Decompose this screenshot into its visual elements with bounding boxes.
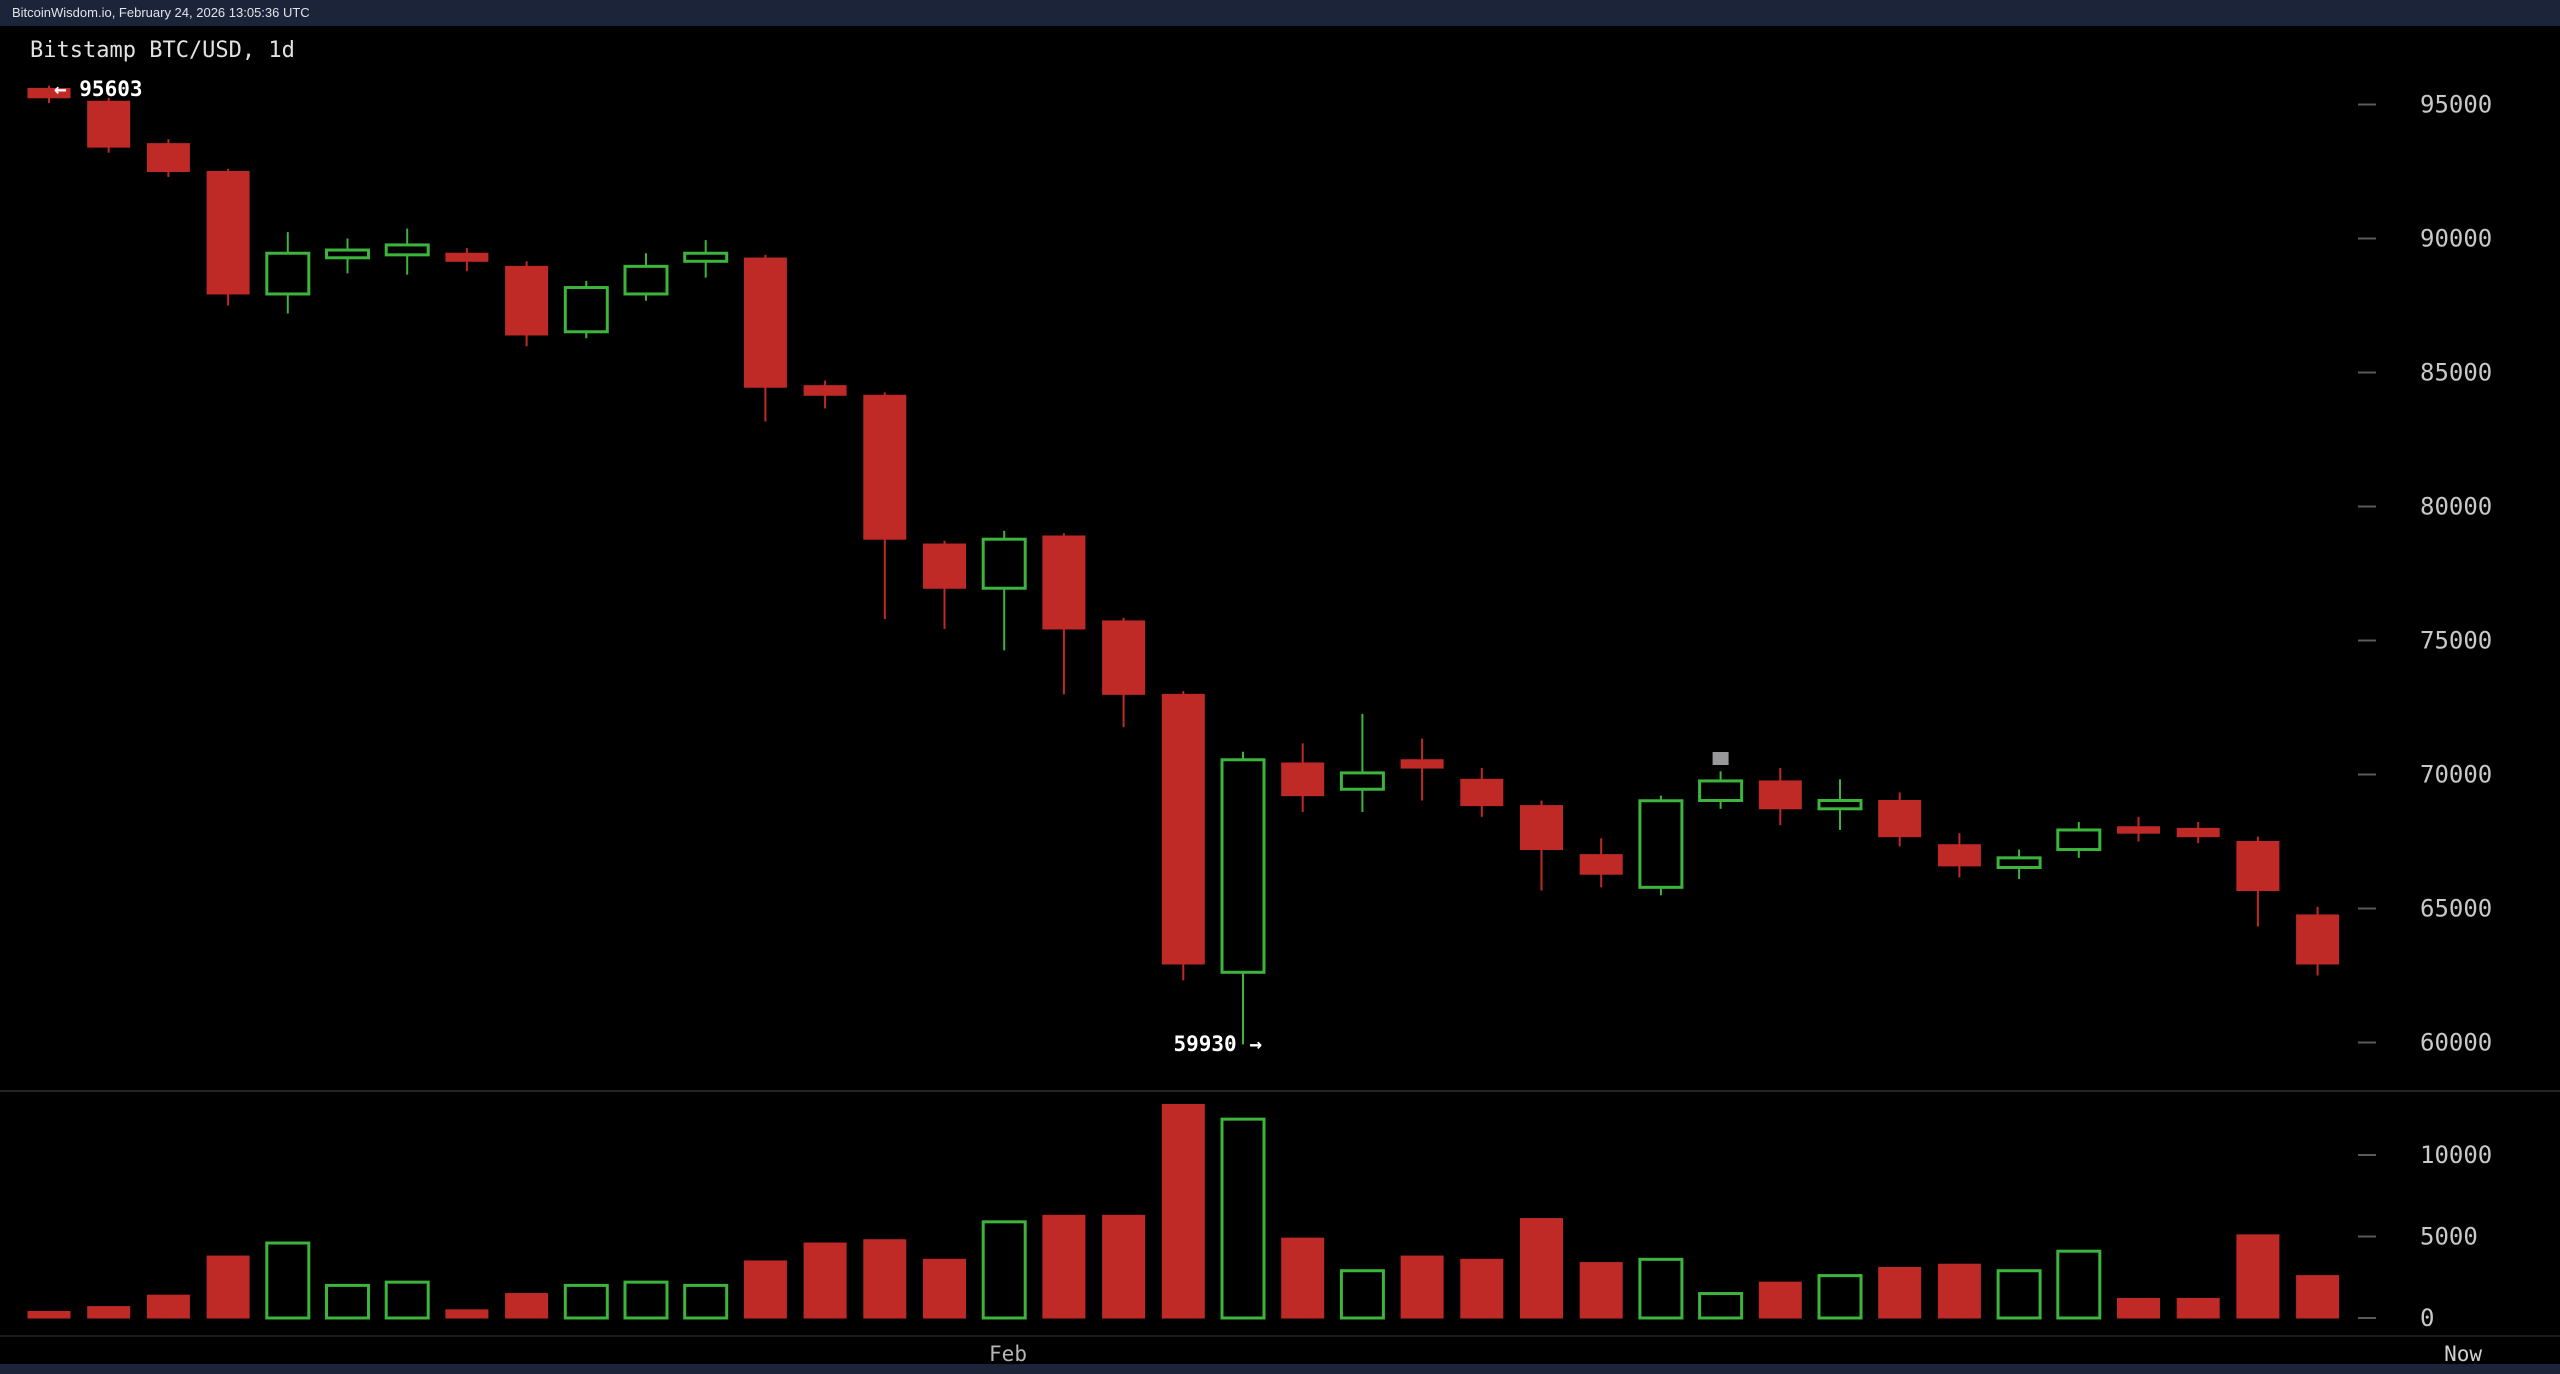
candle-body [2296, 914, 2340, 965]
volume-bar [981, 1220, 1027, 1320]
candle-body [1220, 758, 1266, 974]
candle-body [1400, 759, 1444, 769]
candle-body [87, 100, 131, 148]
price-tick-label: 95000 [2420, 91, 2492, 119]
volume-bar [445, 1309, 489, 1319]
candle-body [265, 251, 311, 296]
high-price-annotation: ← 95603 [54, 77, 143, 101]
candle-body [863, 394, 907, 540]
candle-body [563, 286, 609, 334]
price-tick-label: 60000 [2420, 1029, 2492, 1057]
volume-bar [803, 1242, 847, 1319]
cursor-marker [1712, 752, 1729, 765]
candle-body [1339, 771, 1385, 791]
price-tick-label: 85000 [2420, 359, 2492, 387]
volume-bar [1878, 1266, 1922, 1319]
candle-body [1281, 762, 1325, 797]
candle-body [445, 252, 489, 262]
header-timestamp-text: BitcoinWisdom.io, February 24, 2026 13:0… [12, 5, 310, 20]
candle-body [27, 87, 71, 99]
volume-bar [2236, 1234, 2280, 1319]
candle-body [206, 171, 250, 295]
candle-body [2176, 827, 2220, 838]
low-price-annotation: 59930 → [1173, 1032, 1262, 1056]
volume-bar [1220, 1117, 1266, 1320]
price-tick-label: 70000 [2420, 761, 2492, 789]
candle-body [2056, 828, 2102, 852]
volume-bar [384, 1280, 430, 1320]
volume-bar [1161, 1103, 1205, 1319]
volume-bar [1520, 1218, 1563, 1319]
volume-bar [1817, 1274, 1863, 1320]
candle-body [1698, 779, 1744, 802]
volume-tick-label: 10000 [2420, 1141, 2492, 1169]
candle-body [1817, 798, 1863, 811]
candle-body [505, 265, 549, 336]
volume-bar [743, 1260, 787, 1319]
volume-bar [206, 1255, 250, 1319]
volume-bar [505, 1293, 549, 1319]
volume-tick-label: 5000 [2420, 1223, 2478, 1251]
now-label[interactable]: Now [2444, 1342, 2482, 1366]
volume-bar [563, 1283, 609, 1320]
candle-body [1638, 799, 1684, 889]
price-tick-label: 80000 [2420, 493, 2492, 521]
volume-bar [683, 1283, 729, 1320]
candle-body [1042, 535, 1086, 630]
volume-bar [87, 1306, 131, 1319]
candle-body [325, 248, 370, 260]
candle-body [1937, 844, 1981, 867]
volume-bar [1937, 1263, 1981, 1319]
header-bar: BitcoinWisdom.io, February 24, 2026 13:0… [0, 0, 2560, 26]
volume-bar [1339, 1269, 1385, 1320]
volume-bar [2056, 1249, 2102, 1320]
candle-body [683, 251, 729, 263]
candle-body [623, 264, 669, 296]
volume-bar [2176, 1297, 2220, 1319]
price-tick-label: 65000 [2420, 895, 2492, 923]
volume-tick-label: 0 [2420, 1304, 2434, 1332]
candle-body [2236, 841, 2280, 892]
bottom-bar [0, 1364, 2560, 1374]
candle-body [1520, 805, 1563, 851]
candle-body [1161, 693, 1205, 965]
candle-body [1579, 854, 1623, 875]
volume-bar [27, 1310, 71, 1319]
candle-body [1878, 799, 1922, 838]
candle-body [1460, 778, 1504, 807]
price-tick-label: 90000 [2420, 225, 2492, 253]
volume-bar [1579, 1262, 1623, 1319]
candle-body [2117, 826, 2160, 834]
volume-bar [923, 1258, 966, 1319]
candle-body [1758, 780, 1802, 810]
volume-bar [146, 1294, 190, 1319]
candle-body [1996, 856, 2042, 869]
month-label: Feb [989, 1342, 1027, 1366]
volume-bar [1638, 1257, 1684, 1320]
volume-bar [2296, 1275, 2340, 1319]
chart-title: Bitstamp BTC/USD, 1d [30, 38, 295, 63]
volume-bar [1758, 1281, 1802, 1319]
candle-body [384, 243, 430, 257]
price-tick-label: 75000 [2420, 627, 2492, 655]
candle-body [1102, 620, 1146, 695]
candle-body [981, 537, 1027, 590]
volume-bar [1996, 1269, 2042, 1320]
volume-bar [863, 1239, 907, 1319]
volume-bar [1102, 1214, 1146, 1319]
volume-bar [1460, 1258, 1504, 1319]
candle-body [743, 257, 787, 388]
candle-body [923, 543, 966, 589]
volume-bar [265, 1241, 311, 1320]
volume-bar [1698, 1292, 1744, 1320]
volume-bar [1281, 1237, 1325, 1319]
volume-bar [2117, 1297, 2160, 1319]
volume-bar [325, 1283, 370, 1320]
volume-bar [623, 1280, 669, 1320]
candle-body [146, 143, 190, 173]
volume-bar [1400, 1255, 1444, 1319]
volume-bar [1042, 1214, 1086, 1319]
candle-body [803, 385, 847, 396]
